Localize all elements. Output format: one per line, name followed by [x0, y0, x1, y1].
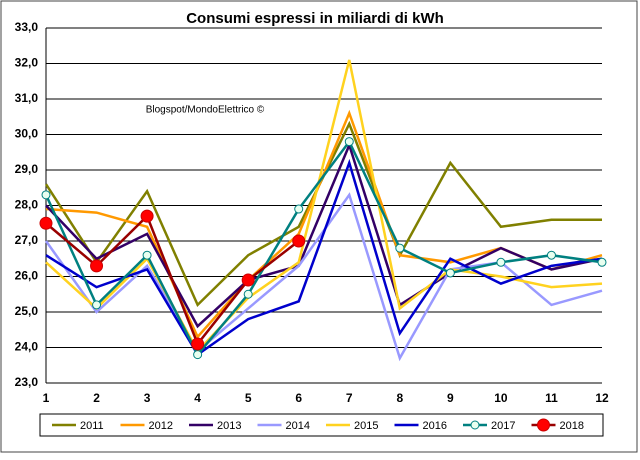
- watermark: Blogspot/MondoElettrico ©: [146, 105, 265, 116]
- point-marker: [39, 216, 53, 230]
- y-tick-label: 33,0: [15, 20, 39, 34]
- point-marker: [597, 257, 607, 267]
- x-tick-label: 10: [494, 391, 508, 405]
- y-tick-label: 32,0: [15, 56, 39, 70]
- point-marker: [140, 209, 154, 223]
- legend-label: 2014: [286, 420, 310, 432]
- point-marker: [445, 268, 455, 278]
- y-tick-label: 25,0: [15, 304, 39, 318]
- point-marker: [142, 250, 152, 260]
- legend-marker: [537, 418, 550, 432]
- point-marker: [92, 300, 102, 310]
- x-tick-label: 12: [595, 391, 609, 405]
- point-marker: [191, 337, 205, 351]
- legend-label: 2013: [217, 420, 241, 432]
- x-tick-label: 11: [545, 391, 558, 405]
- y-tick-label: 27,0: [15, 233, 39, 247]
- series-line: [45, 59, 603, 354]
- legend-label: 2016: [423, 420, 447, 432]
- x-tick-label: 2: [93, 391, 100, 405]
- legend-box: [39, 413, 604, 437]
- y-tick-label: 28,0: [15, 198, 39, 212]
- point-marker: [546, 250, 556, 260]
- y-tick-label: 23,0: [15, 375, 39, 389]
- series-line: [44, 139, 603, 357]
- point-marker: [344, 137, 354, 147]
- x-tick-label: 7: [346, 391, 353, 405]
- point-marker: [292, 234, 306, 248]
- series-line: [45, 141, 603, 329]
- series-line: [45, 213, 300, 347]
- x-tick-label: 4: [194, 391, 201, 405]
- point-marker: [496, 257, 506, 267]
- y-tick-label: 30,0: [15, 127, 39, 141]
- y-tick-label: 29,0: [15, 162, 39, 176]
- legend-marker: [470, 420, 480, 430]
- legend-label: 2011: [80, 420, 104, 432]
- x-tick-label: 3: [144, 391, 151, 405]
- legend-label: 2018: [560, 420, 584, 432]
- point-marker: [41, 190, 51, 200]
- point-marker: [193, 350, 203, 360]
- x-tick-label: 8: [396, 391, 403, 405]
- point-marker: [395, 243, 405, 253]
- point-marker: [90, 259, 104, 273]
- chart-title: Consumi espressi in miliardi di kWh: [186, 10, 444, 27]
- series-line: [45, 158, 603, 357]
- x-tick-label: 5: [245, 391, 252, 405]
- legend-label: 2012: [149, 420, 173, 432]
- legend-label: 2017: [491, 420, 515, 432]
- y-tick-label: 24,0: [15, 340, 39, 354]
- x-tick-label: 9: [447, 391, 454, 405]
- y-tick-label: 26,0: [15, 269, 39, 283]
- x-tick-label: 1: [43, 391, 50, 405]
- x-tick-label: 6: [295, 391, 302, 405]
- legend-label: 2015: [354, 420, 378, 432]
- point-marker: [294, 204, 304, 214]
- point-marker: [241, 273, 255, 287]
- point-marker: [243, 289, 253, 299]
- y-tick-label: 31,0: [15, 91, 39, 105]
